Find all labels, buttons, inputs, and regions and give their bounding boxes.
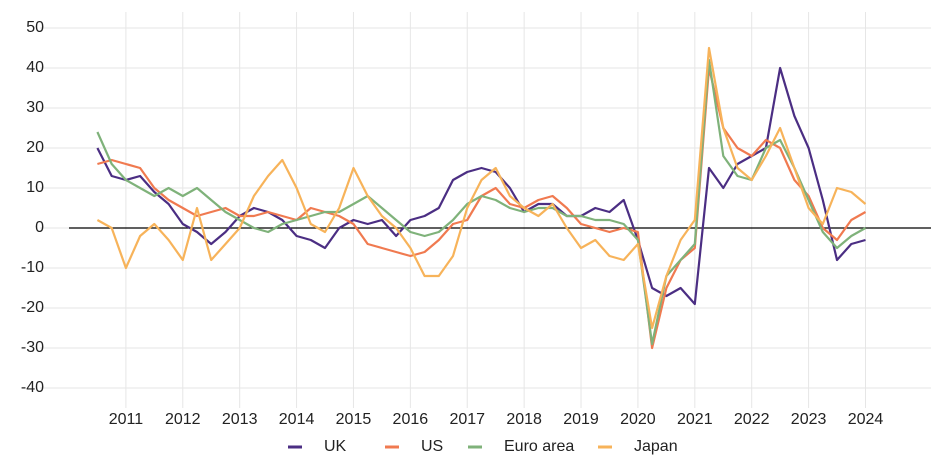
y-tick-label: 30 xyxy=(26,99,44,116)
legend-label: Euro area xyxy=(504,438,574,455)
x-tick-label: 2013 xyxy=(222,411,258,428)
x-tick-label: 2016 xyxy=(393,411,429,428)
x-tick-label: 2015 xyxy=(336,411,372,428)
y-tick-label: 20 xyxy=(26,139,44,156)
x-tick-label: 2020 xyxy=(620,411,656,428)
x-tick-label: 2024 xyxy=(848,411,884,428)
y-tick-label: -40 xyxy=(21,379,44,396)
y-tick-label: -30 xyxy=(21,339,44,356)
x-tick-label: 2018 xyxy=(506,411,542,428)
y-tick-label: 10 xyxy=(26,179,44,196)
y-tick-label: -10 xyxy=(21,259,44,276)
series-line xyxy=(96,66,866,306)
x-tick-label: 2019 xyxy=(563,411,599,428)
series-line xyxy=(97,66,867,350)
legend-label: US xyxy=(421,438,443,455)
y-tick-label: -20 xyxy=(21,299,44,316)
x-tick-label: 2022 xyxy=(734,411,770,428)
series-line xyxy=(96,46,867,330)
x-tick-label: 2011 xyxy=(109,411,144,428)
x-tick-label: 2021 xyxy=(677,411,713,428)
y-tick-label: 40 xyxy=(26,59,44,76)
y-tick-label: 50 xyxy=(26,19,44,36)
legend-label: Japan xyxy=(634,438,678,455)
x-tick-label: 2023 xyxy=(791,411,827,428)
x-tick-label: 2012 xyxy=(165,411,201,428)
legend-label: UK xyxy=(324,438,347,455)
y-tick-label: 0 xyxy=(35,219,44,236)
x-tick-label: 2014 xyxy=(279,411,315,428)
series-line xyxy=(96,58,867,346)
x-tick-label: 2017 xyxy=(449,411,485,428)
